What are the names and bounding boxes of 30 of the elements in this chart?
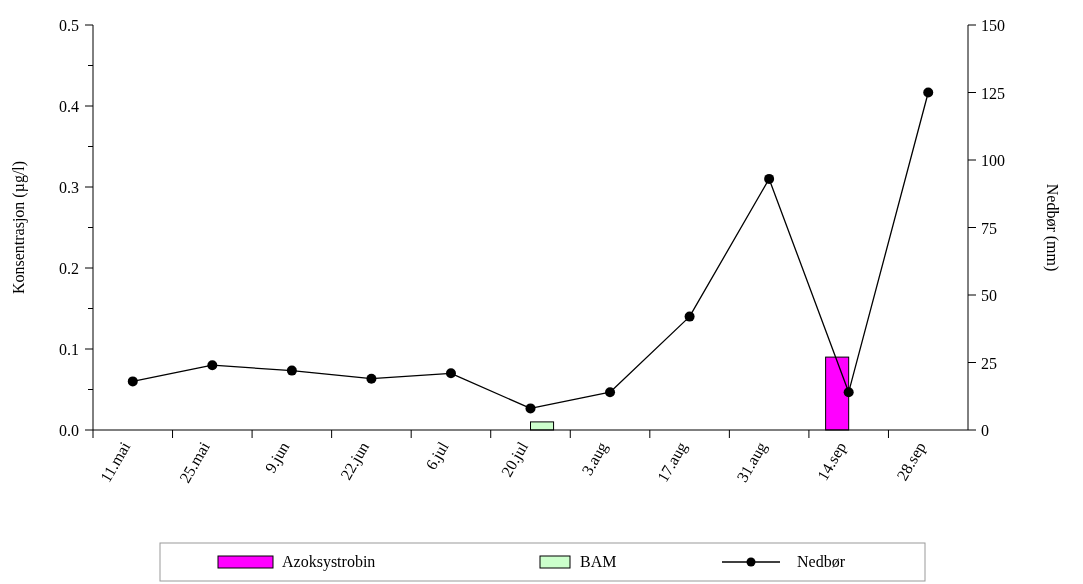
point — [525, 403, 536, 414]
x-tick-label: 6.jul — [422, 438, 453, 474]
y2-tick-label: 25 — [981, 354, 997, 372]
legend-label: BAM — [580, 553, 617, 570]
y-tick-label: 0.5 — [59, 17, 79, 34]
y-axis-title: Konsentrasjon (µg/l) — [10, 160, 28, 295]
legend-label: Nedbør — [797, 553, 846, 570]
point — [286, 365, 297, 376]
y2-tick-label: 0 — [981, 422, 989, 439]
y2-tick-label: 125 — [981, 84, 1005, 102]
y-tick-label: 0.3 — [59, 179, 79, 196]
point — [127, 376, 138, 387]
y2-tick-label: 50 — [981, 287, 997, 304]
y-tick-label: 0.0 — [59, 422, 79, 439]
y-tick-label: 0.1 — [59, 341, 79, 358]
y2-tick-label: 75 — [981, 219, 997, 237]
y-tick-label: 0.4 — [59, 98, 79, 115]
y-tick-label: 0.2 — [59, 260, 79, 277]
point — [923, 87, 934, 98]
point — [684, 311, 695, 322]
y2-tick-label: 100 — [981, 152, 1005, 169]
legend-label: Azoksystrobin — [282, 553, 376, 571]
point — [207, 360, 218, 371]
y2-axis-title: Nedbør (mm) — [1043, 183, 1061, 272]
point — [605, 387, 616, 398]
point — [843, 387, 854, 398]
point — [764, 173, 775, 184]
point — [445, 368, 456, 379]
y2-tick-label: 150 — [981, 17, 1005, 34]
point — [366, 373, 377, 384]
